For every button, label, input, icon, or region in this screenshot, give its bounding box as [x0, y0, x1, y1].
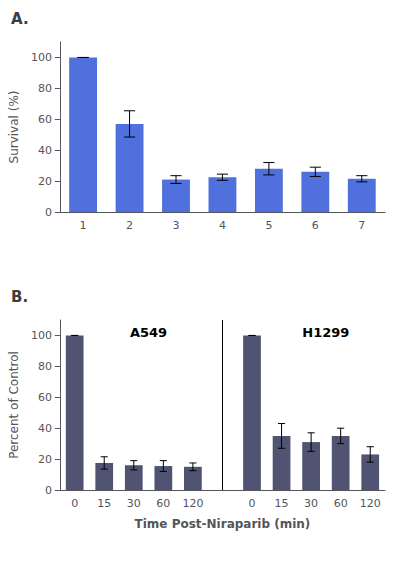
svg-text:30: 30 — [304, 497, 318, 510]
svg-text:100: 100 — [31, 329, 52, 342]
svg-text:5: 5 — [265, 219, 272, 232]
svg-text:4: 4 — [219, 219, 226, 232]
svg-text:40: 40 — [38, 422, 52, 435]
svg-text:20: 20 — [38, 453, 52, 466]
svg-text:Time Post-Niraparib (min): Time Post-Niraparib (min) — [135, 517, 311, 531]
svg-text:Percent of Control: Percent of Control — [7, 351, 21, 459]
svg-text:30: 30 — [127, 497, 141, 510]
svg-text:0: 0 — [249, 497, 256, 510]
svg-text:7: 7 — [358, 219, 365, 232]
svg-text:120: 120 — [360, 497, 381, 510]
svg-text:15: 15 — [97, 497, 111, 510]
svg-text:15: 15 — [275, 497, 289, 510]
svg-text:A.: A. — [11, 10, 29, 28]
svg-text:2: 2 — [126, 219, 133, 232]
svg-text:120: 120 — [182, 497, 203, 510]
svg-text:100: 100 — [31, 51, 52, 64]
svg-text:6: 6 — [312, 219, 319, 232]
svg-text:80: 80 — [38, 82, 52, 95]
svg-text:Survival (%): Survival (%) — [7, 91, 21, 164]
svg-text:B.: B. — [11, 288, 28, 306]
svg-text:80: 80 — [38, 360, 52, 373]
svg-text:1: 1 — [80, 219, 87, 232]
svg-text:60: 60 — [156, 497, 170, 510]
svg-text:3: 3 — [173, 219, 180, 232]
svg-text:0: 0 — [71, 497, 78, 510]
svg-text:H1299: H1299 — [302, 325, 349, 340]
svg-text:A549: A549 — [130, 325, 167, 340]
svg-text:60: 60 — [38, 113, 52, 126]
svg-text:0: 0 — [45, 484, 52, 497]
svg-text:60: 60 — [38, 391, 52, 404]
svg-text:20: 20 — [38, 175, 52, 188]
svg-text:40: 40 — [38, 144, 52, 157]
svg-text:60: 60 — [334, 497, 348, 510]
svg-text:0: 0 — [45, 206, 52, 219]
